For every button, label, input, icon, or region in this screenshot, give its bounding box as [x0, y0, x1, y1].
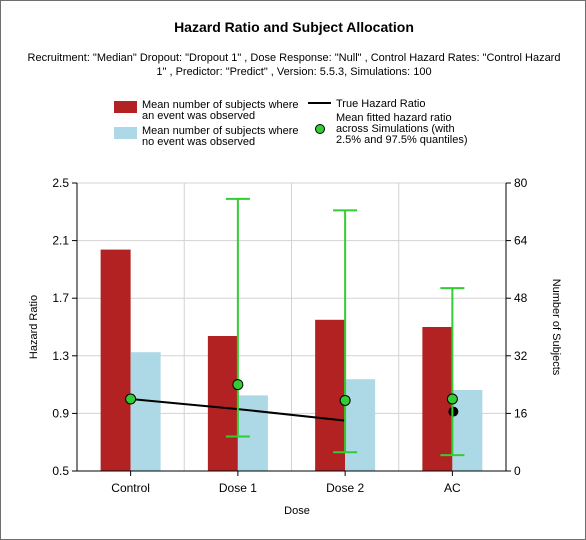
legend-label-fitted-hr: Mean fitted hazard ratio — [336, 112, 452, 124]
y-right-tick-label: 0 — [514, 464, 521, 478]
y-axis-right-title: Number of Subjects — [550, 279, 562, 376]
fitted-hr-point-ac — [446, 393, 458, 405]
legend-label-no-event: no event was observed — [142, 136, 255, 148]
chart-title: Hazard Ratio and Subject Allocation — [174, 19, 414, 35]
x-tick-label-ac: AC — [444, 481, 461, 495]
y-left-tick-label: 2.5 — [52, 176, 69, 190]
legend-label-fitted-hr: across Simulations (with — [336, 123, 455, 135]
bar-no-event-dose-2 — [345, 379, 376, 471]
legend-swatch-event — [114, 101, 137, 113]
true-hr-line-group — [130, 398, 459, 422]
x-tick-label-dose-1: Dose 1 — [219, 481, 257, 495]
legend-label-event: Mean number of subjects where — [142, 99, 299, 111]
legend-label-event: an event was observed — [142, 110, 255, 122]
bars — [100, 249, 483, 471]
y-right-tick-label: 80 — [514, 176, 528, 190]
legend-label-true-hr: True Hazard Ratio — [336, 98, 425, 110]
fitted-hr-group — [125, 197, 465, 457]
bar-no-event-dose-1 — [237, 395, 268, 471]
y-right-tick-label: 16 — [514, 406, 528, 420]
x-tick-label-dose-2: Dose 2 — [326, 481, 364, 495]
x-axis-title: Dose — [284, 505, 310, 517]
y-left-tick-label: 1.7 — [52, 291, 69, 305]
y-axis-left-title: Hazard Ratio — [28, 295, 40, 359]
bar-event-control — [100, 249, 131, 471]
y-left-tick-label: 1.3 — [52, 349, 69, 363]
y-right-tick-label: 32 — [514, 349, 528, 363]
fitted-hr-point-dose-2 — [339, 394, 351, 406]
fitted-hr-point-control — [125, 393, 137, 405]
legend-swatch-no-event — [114, 127, 137, 139]
y-left-tick-label: 0.9 — [52, 406, 69, 420]
fitted-hr-point-dose-1 — [232, 379, 244, 391]
y-left-tick-label: 2.1 — [52, 234, 69, 248]
y-right-tick-label: 48 — [514, 291, 528, 305]
bar-no-event-control — [130, 352, 161, 471]
chart-subtitle-line-2: 1" , Predictor: "Predict" , Version: 5.5… — [156, 66, 431, 78]
bar-no-event-ac — [452, 390, 483, 471]
legend-label-no-event: Mean number of subjects where — [142, 125, 299, 137]
legend-label-fitted-hr: 2.5% and 97.5% quantiles) — [336, 134, 467, 146]
chart-subtitle-line-1: Recruitment: "Median" Dropout: "Dropout … — [28, 52, 561, 64]
bar-event-dose-2 — [315, 319, 346, 471]
x-tick-label-control: Control — [111, 481, 150, 495]
axes: 0.5 0 0.9 16 1.3 32 1.7 48 2.1 64 2.5 80 Control Dose… — [52, 176, 527, 495]
bar-event-dose-1 — [207, 336, 238, 471]
y-left-tick-label: 0.5 — [52, 464, 69, 478]
legend-swatch-fitted-hr — [315, 124, 325, 134]
y-right-tick-label: 64 — [514, 234, 528, 248]
